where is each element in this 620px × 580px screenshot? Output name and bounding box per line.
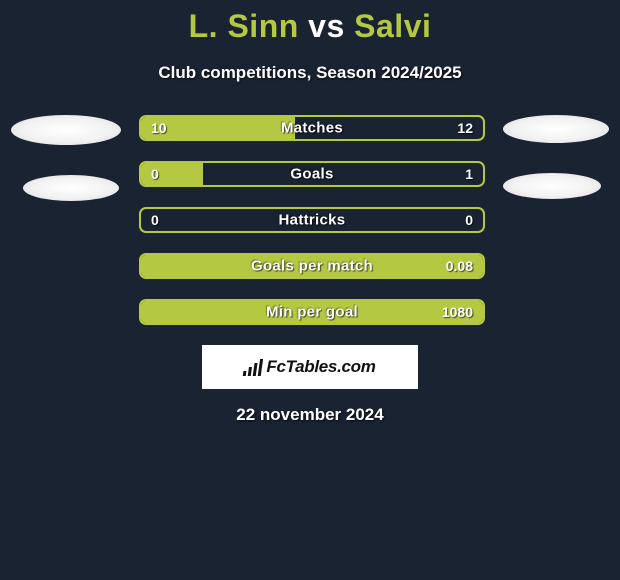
player1-name: L. Sinn	[189, 8, 299, 44]
right-photo-column	[503, 115, 609, 199]
stat-bar: Goals per match 0.08	[139, 253, 485, 279]
stat-bar: 10 Matches 12	[139, 115, 485, 141]
comparison-card: L. Sinn vs Salvi Club competitions, Seas…	[0, 0, 620, 425]
stat-bar: 0 Hattricks 0	[139, 207, 485, 233]
stat-bars-column: 10Matches120Goals10Hattricks0Goals per m…	[139, 115, 485, 325]
player2-name: Salvi	[354, 8, 431, 44]
stat-value-left: 10	[151, 120, 167, 136]
player1-club-placeholder	[23, 175, 119, 201]
stat-value-right: 1080	[442, 304, 473, 320]
date-label: 22 november 2024	[0, 405, 620, 425]
stat-value-right: 1	[465, 166, 473, 182]
brand-badge: FcTables.com	[202, 345, 418, 389]
stat-bar: Min per goal 1080	[139, 299, 485, 325]
stat-label: Matches	[281, 120, 343, 137]
comparison-rows: 10Matches120Goals10Hattricks0Goals per m…	[0, 115, 620, 325]
chart-bars-icon	[243, 358, 264, 376]
player2-photo-placeholder	[503, 115, 609, 143]
left-photo-column	[11, 115, 121, 201]
stat-value-right: 12	[457, 120, 473, 136]
vs-label: vs	[308, 8, 345, 44]
stat-value-right: 0	[465, 212, 473, 228]
player2-club-placeholder	[503, 173, 601, 199]
stat-value-left: 0	[151, 212, 159, 228]
stat-value-right: 0.08	[446, 258, 473, 274]
stat-bar: 0 Goals 1	[139, 161, 485, 187]
page-title: L. Sinn vs Salvi	[0, 8, 620, 45]
stat-label: Min per goal	[266, 304, 358, 321]
brand-text: FcTables.com	[266, 357, 375, 377]
subtitle: Club competitions, Season 2024/2025	[0, 63, 620, 83]
stat-label: Goals	[290, 166, 333, 183]
stat-label: Hattricks	[279, 212, 346, 229]
stat-value-left: 0	[151, 166, 159, 182]
player1-photo-placeholder	[11, 115, 121, 145]
stat-label: Goals per match	[251, 258, 373, 275]
